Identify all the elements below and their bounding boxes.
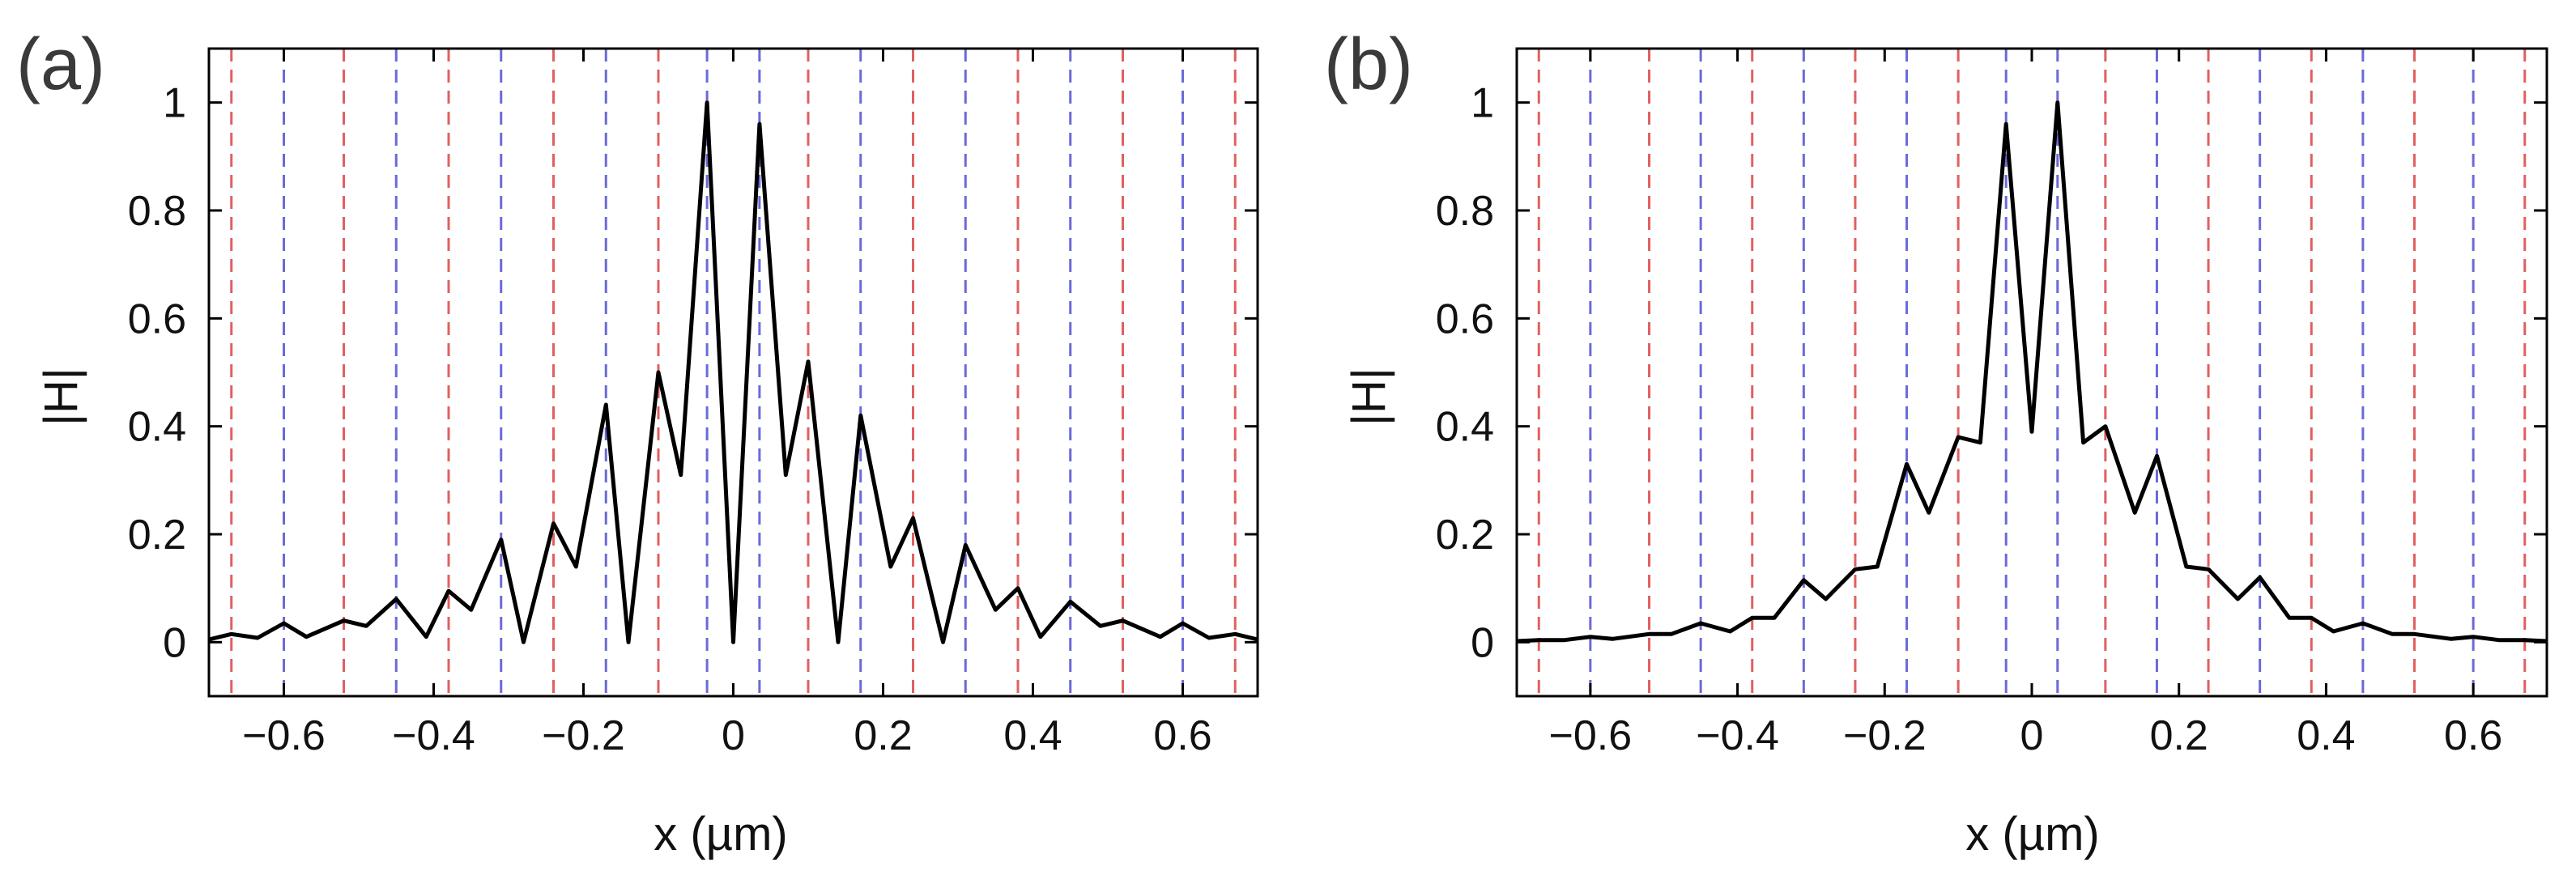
x-tick-label: −0.6	[1549, 712, 1633, 759]
y-tick-label: 0.6	[128, 295, 186, 342]
plot-frame	[207, 47, 1259, 698]
panel-a-label: (a)	[16, 24, 105, 105]
x-tick-label: −0.4	[392, 712, 475, 759]
y-tick-label: 0.4	[1436, 404, 1494, 451]
series-line	[208, 100, 1258, 644]
x-tick-label: −0.2	[542, 712, 625, 759]
x-tick-label: 0.6	[1153, 712, 1211, 759]
y-tick-label: 0.4	[128, 404, 186, 451]
panel-a: (a) |H| x (µm) −0.6 −0.4 −0.2 0 0.2 0.4 0.6 0 0.…	[16, 24, 1259, 860]
series-line	[1516, 100, 2548, 644]
panel-b-xlabel: x (µm)	[1965, 808, 2099, 860]
x-tick-label: 0.6	[2444, 712, 2502, 759]
panel-a-plot: −0.6 −0.4 −0.2 0 0.2 0.4 0.6 0 0.2 0.4 0.6 0.8 1	[128, 47, 1259, 759]
y-tick-label: 0.8	[1436, 188, 1494, 235]
y-tick-label: 1	[1471, 80, 1494, 127]
plot-frame	[1515, 47, 2548, 698]
y-tick-label: 0.8	[128, 188, 186, 235]
panel-b-plot: −0.6 −0.4 −0.2 0 0.2 0.4 0.6 0 0.2 0.4 0.6 0.8 1	[1436, 47, 2548, 759]
panel-b-ylabel: |H|	[1343, 368, 1395, 426]
x-tick-label: −0.6	[242, 712, 326, 759]
y-tick-label: 0	[163, 619, 186, 666]
panel-b: (b) |H| x (µm) −0.6 −0.4 −0.2 0 0.2 0.4 0.6 0 0.…	[1324, 24, 2548, 860]
x-tick-label: −0.4	[1696, 712, 1779, 759]
x-tick-label: 0.4	[1003, 712, 1062, 759]
y-tick-label: 0.2	[128, 512, 186, 559]
x-tick-label: 0.2	[854, 712, 912, 759]
y-tick-label: 0	[1471, 619, 1494, 666]
panel-a-ylabel: |H|	[35, 368, 87, 426]
panel-a-xlabel: x (µm)	[654, 808, 787, 860]
x-tick-label: 0	[722, 712, 745, 759]
y-tick-label: 0.2	[1436, 512, 1494, 559]
y-tick-label: 0.6	[1436, 295, 1494, 342]
x-tick-label: 0.4	[2297, 712, 2355, 759]
x-tick-label: 0	[2020, 712, 2044, 759]
x-tick-label: −0.2	[1843, 712, 1927, 759]
panel-b-label: (b)	[1324, 24, 1413, 105]
y-tick-label: 1	[163, 80, 186, 127]
x-tick-label: 0.2	[2150, 712, 2208, 759]
